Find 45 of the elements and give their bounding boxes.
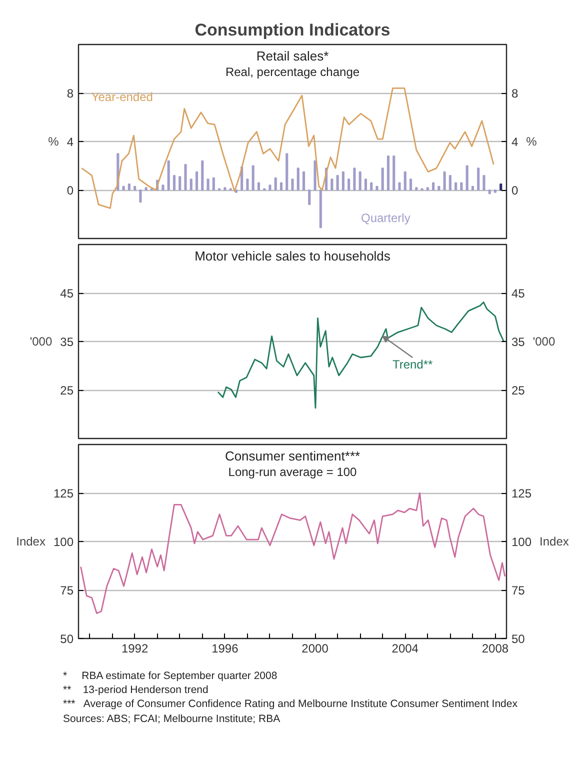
y2-tick-label: 25 xyxy=(512,384,526,398)
x-tick-label: 2008 xyxy=(482,642,509,656)
line-series xyxy=(217,302,504,409)
y2-tick-label: 45 xyxy=(512,286,526,300)
y2-tick-label: 4 xyxy=(512,135,518,149)
text: Retail sales* Real, percentage change xyxy=(225,48,360,79)
text: Year-ended xyxy=(91,90,153,104)
chart-subtitle: Motor vehicle sales to households xyxy=(194,248,391,264)
x-tick-label: 1992 xyxy=(121,642,148,656)
y-axis-title: % xyxy=(48,134,60,148)
y2-tick-label: 50 xyxy=(512,632,526,646)
line-series xyxy=(80,87,494,209)
y-tick-label: 8 xyxy=(66,86,74,100)
y2-axis-title: Index xyxy=(540,534,569,548)
y2-tick-label: 100 xyxy=(512,535,532,549)
y2-axis-title: '000 xyxy=(532,334,556,348)
y-tick-label: 35 xyxy=(60,335,74,349)
x-tick-label: 2004 xyxy=(392,642,419,656)
y2-tick-label: 8 xyxy=(512,86,518,100)
series-label: Quarterly xyxy=(360,210,410,225)
source-note: Sources: ABS; FCAI; Melbourne Institute; RBA xyxy=(63,712,282,726)
chart-title: Consumption Indicators xyxy=(194,20,390,40)
y-axis-title: Index xyxy=(16,534,46,548)
line-series xyxy=(80,492,506,614)
text: ** 13-period Henderson trend xyxy=(63,683,210,698)
text: *** Average of Consumer Confidence Rating and Melbourne Institute Consumer Sentiment Index xyxy=(63,697,518,712)
y-axis-title: '000 xyxy=(30,334,52,348)
y2-tick-label: 35 xyxy=(512,335,526,349)
y-tick-label: 75 xyxy=(60,584,74,598)
y2-tick-label: 0 xyxy=(512,184,518,198)
text: Consumer sentiment*** Long-run average = 100 xyxy=(224,448,360,479)
y-tick-label: 4 xyxy=(66,135,74,149)
y-tick-label: 125 xyxy=(53,486,74,500)
x-tick-label: 1996 xyxy=(212,642,239,656)
y-tick-label: 25 xyxy=(60,384,74,398)
y-tick-label: 50 xyxy=(60,632,74,646)
y2-tick-label: 75 xyxy=(512,584,526,598)
y2-axis-title: % xyxy=(526,134,538,148)
annotation: Trend** xyxy=(392,358,434,372)
text: * RBA estimate for September quarter 2008 xyxy=(63,669,278,684)
y-tick-label: 45 xyxy=(60,286,74,300)
y2-tick-label: 125 xyxy=(512,486,532,500)
y-tick-label: 100 xyxy=(53,535,74,549)
y-tick-label: 0 xyxy=(66,184,74,198)
x-tick-label: 2000 xyxy=(302,642,329,656)
